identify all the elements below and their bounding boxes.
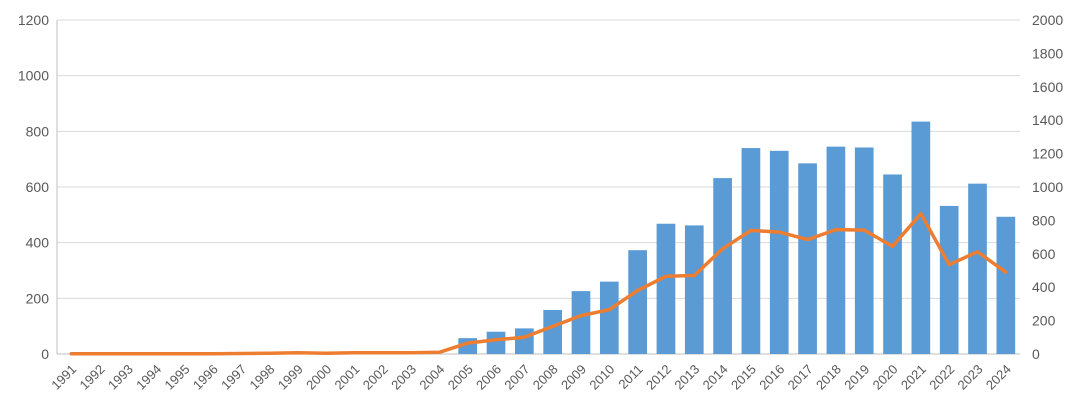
bar (543, 310, 563, 354)
bar (798, 163, 817, 354)
x-tick-label: 2002 (360, 362, 391, 393)
x-tick-label: 2022 (926, 362, 957, 393)
y-tick-label-right: 200 (1032, 313, 1056, 329)
x-tick-label: 2013 (671, 362, 702, 393)
bar (628, 250, 647, 354)
x-tick-label: 1991 (48, 362, 79, 393)
y-tick-label-left: 800 (26, 123, 50, 139)
x-tick-label: 2007 (501, 362, 532, 393)
y-tick-label-right: 400 (1032, 279, 1056, 295)
x-tick-label: 2017 (785, 362, 816, 393)
x-tick-label: 1997 (218, 362, 249, 393)
x-tick-label: 1998 (246, 362, 277, 393)
bar (826, 146, 846, 354)
x-tick-label: 1992 (77, 362, 108, 393)
bar (939, 205, 959, 354)
x-tick-label: 2015 (728, 362, 759, 393)
y-tick-label-right: 600 (1032, 246, 1056, 262)
x-tick-label: 2006 (473, 362, 504, 393)
x-tick-label: 1993 (105, 362, 136, 393)
line-series (69, 211, 1008, 356)
x-tick-label: 2024 (983, 362, 1014, 393)
x-tick-label: 2012 (643, 362, 674, 393)
x-tick-label: 2019 (841, 362, 872, 393)
bar (684, 225, 704, 354)
x-tick-label: 2016 (756, 362, 787, 393)
bar (854, 147, 874, 354)
x-tick-label: 2001 (331, 362, 362, 393)
y-tick-label-right: 1600 (1032, 79, 1063, 95)
x-tick-label: 2000 (303, 362, 334, 393)
bar (571, 291, 591, 354)
bar (996, 216, 1016, 354)
bar (741, 148, 761, 354)
bar (769, 150, 789, 354)
bar (911, 121, 931, 354)
y-tick-label-left: 0 (41, 346, 49, 362)
x-tick-label: 1996 (190, 362, 221, 393)
y-tick-label-right: 1000 (1032, 179, 1063, 195)
y-tick-label-right: 2000 (1032, 12, 1063, 28)
x-tick-label: 2021 (898, 362, 929, 393)
x-tick-label: 2004 (416, 362, 447, 393)
y-tick-label-left: 1000 (18, 68, 49, 84)
x-tick-label: 2011 (615, 362, 645, 392)
x-tick-label: 1995 (162, 362, 193, 393)
y-tick-label-right: 800 (1032, 212, 1056, 228)
x-tick-label: 2020 (870, 362, 901, 393)
y-tick-label-left: 1200 (18, 12, 49, 28)
y-tick-label-left: 600 (26, 179, 50, 195)
bar (486, 331, 506, 354)
x-tick-label: 2014 (700, 362, 731, 393)
bar (599, 281, 619, 354)
y-tick-label-right: 1200 (1032, 146, 1063, 162)
bar (656, 223, 676, 354)
y-tick-label-left: 400 (26, 235, 50, 251)
y-tick-label-left: 200 (26, 290, 50, 306)
y-tick-label-right: 1800 (1032, 45, 1063, 61)
x-tick-label: 2008 (530, 362, 561, 393)
x-tick-label: 2005 (445, 362, 476, 393)
bar (713, 178, 732, 354)
bar (968, 183, 987, 354)
x-tick-label: 2018 (813, 362, 844, 393)
x-tick-label: 2009 (558, 362, 589, 393)
x-tick-label: 2023 (955, 362, 986, 393)
x-tick-label: 2003 (388, 362, 419, 393)
x-tick-label: 1994 (133, 362, 164, 393)
bar (514, 328, 534, 354)
x-tick-label: 2010 (586, 362, 617, 393)
y-tick-label-right: 0 (1032, 346, 1040, 362)
y-tick-label-right: 1400 (1032, 112, 1063, 128)
x-tick-label: 1999 (275, 362, 306, 393)
bar (883, 174, 902, 354)
